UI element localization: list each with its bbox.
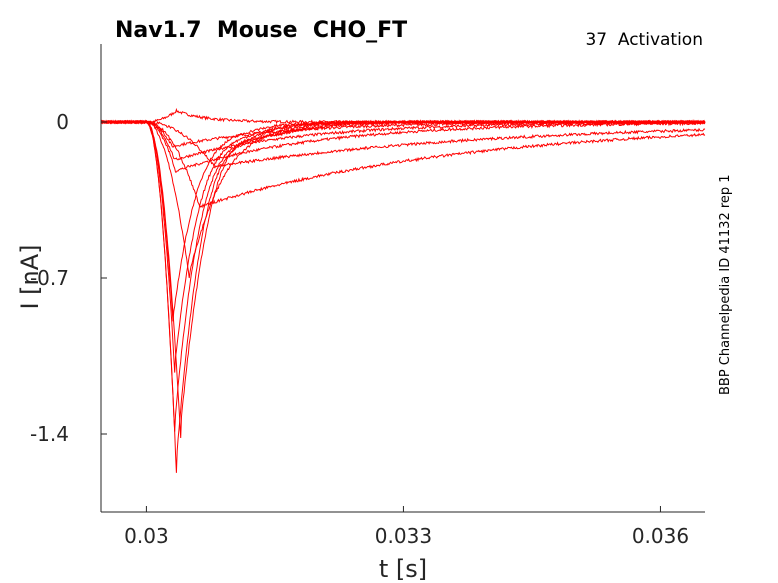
current-trace <box>100 119 706 173</box>
current-trace <box>100 119 706 373</box>
current-trace <box>100 119 706 439</box>
y-ticks: 0 -0.7 -1.4 <box>30 110 107 446</box>
y-axis-label: I [nA] <box>16 244 44 309</box>
y-tick-label: -0.7 <box>30 266 69 290</box>
trace-group <box>100 107 706 473</box>
x-tick-label: 0.036 <box>632 524 689 548</box>
chart-subtitle: 37 Activation <box>585 30 703 50</box>
x-tick-label: 0.03 <box>124 524 169 548</box>
current-trace <box>100 119 706 432</box>
y-tick-label: 0 <box>56 110 69 134</box>
x-ticks: 0.03 0.033 0.036 <box>124 506 689 548</box>
current-trace <box>100 119 706 169</box>
x-tick-label: 0.033 <box>375 524 432 548</box>
current-trace <box>100 119 706 209</box>
current-trace <box>100 119 706 322</box>
current-trace <box>100 119 706 161</box>
current-trace <box>100 119 706 473</box>
x-axis-label: t [s] <box>379 555 427 583</box>
y-tick-label: -1.4 <box>30 422 69 446</box>
current-trace <box>100 119 706 279</box>
chart-title: Nav1.7 Mouse CHO_FT <box>115 18 408 43</box>
